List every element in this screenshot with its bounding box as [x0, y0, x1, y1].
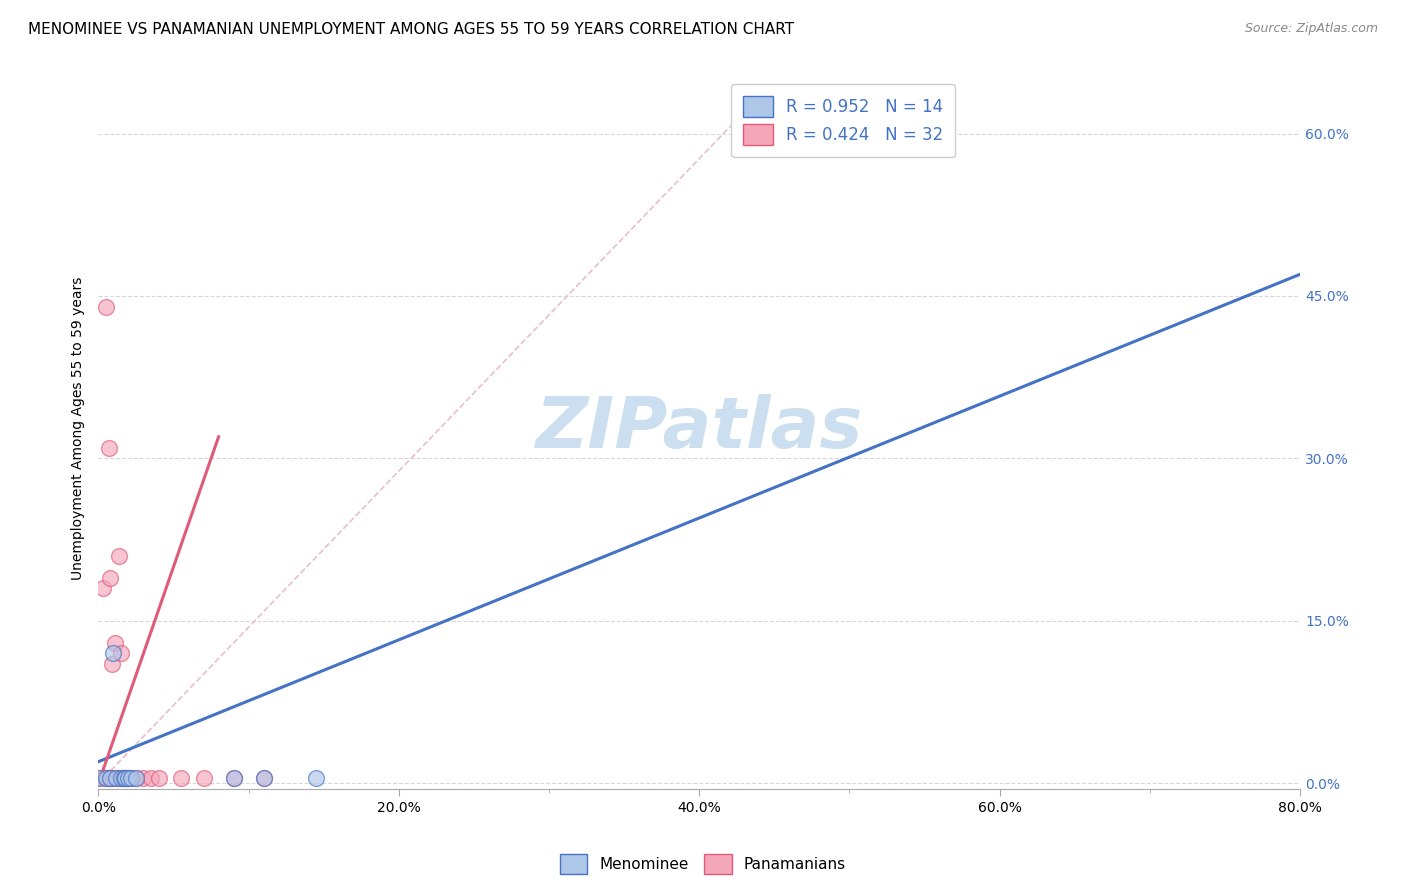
Point [125, 771, 148, 785]
Point [105, 771, 128, 785]
Point [139, 771, 162, 785]
Point [87, 771, 110, 785]
Point [114, 771, 136, 785]
Point [110, 646, 132, 660]
Point [87, 771, 110, 785]
Point [97, 441, 120, 455]
Point [305, 771, 328, 785]
Point [148, 771, 170, 785]
Point [110, 771, 132, 785]
Text: MENOMINEE VS PANAMANIAN UNEMPLOYMENT AMONG AGES 55 TO 59 YEARS CORRELATION CHART: MENOMINEE VS PANAMANIAN UNEMPLOYMENT AMO… [28, 22, 794, 37]
Point [112, 771, 135, 785]
Point [222, 771, 245, 785]
Point [101, 657, 124, 672]
Point [193, 771, 215, 785]
Legend: R = 0.952   N = 14, R = 0.424   N = 32: R = 0.952 N = 14, R = 0.424 N = 32 [731, 84, 955, 157]
Point [121, 771, 143, 785]
Legend: Menominee, Panamanians: Menominee, Panamanians [554, 848, 852, 880]
Point [100, 771, 122, 785]
Point [125, 771, 148, 785]
Point [91, 582, 114, 596]
Point [100, 570, 122, 584]
Point [112, 771, 135, 785]
Point [108, 549, 131, 563]
Point [117, 771, 139, 785]
Point [94, 771, 117, 785]
Point [121, 771, 143, 785]
Point [104, 635, 127, 649]
Point [115, 771, 138, 785]
Point [222, 771, 245, 785]
Point [96, 771, 118, 785]
Point [103, 646, 125, 660]
Point [93, 771, 115, 785]
Point [97, 771, 120, 785]
Text: Source: ZipAtlas.com: Source: ZipAtlas.com [1244, 22, 1378, 36]
Point [110, 771, 132, 785]
Point [100, 771, 122, 785]
Point [107, 771, 129, 785]
Point [101, 771, 124, 785]
Y-axis label: Unemployment Among Ages 55 to 59 years: Unemployment Among Ages 55 to 59 years [72, 277, 86, 581]
Point [111, 771, 134, 785]
Point [170, 771, 193, 785]
Point [114, 771, 136, 785]
Point [253, 771, 276, 785]
Point [103, 771, 125, 785]
Point [105, 771, 128, 785]
Point [117, 771, 139, 785]
Text: ZIPatlas: ZIPatlas [536, 394, 863, 463]
Point [253, 771, 276, 785]
Point [132, 771, 155, 785]
Point [94, 300, 117, 314]
